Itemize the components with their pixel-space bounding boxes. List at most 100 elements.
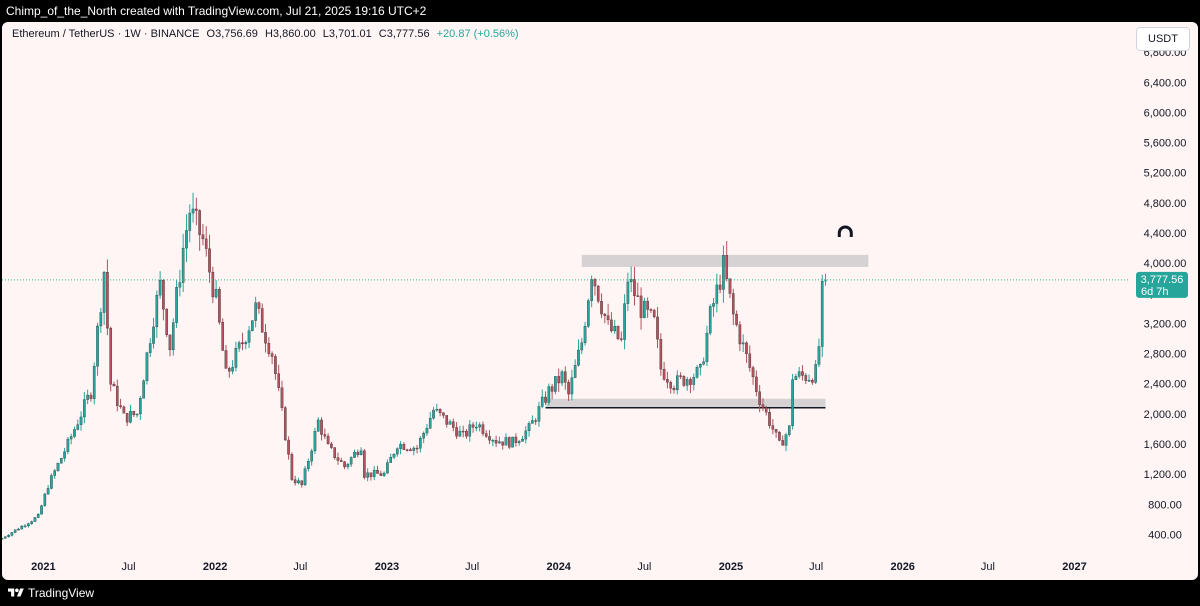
candle-body bbox=[494, 440, 498, 444]
candle-body bbox=[507, 437, 511, 448]
candle-body bbox=[451, 421, 455, 428]
candle-body bbox=[656, 316, 659, 340]
candle-body bbox=[330, 443, 333, 448]
candle-body bbox=[168, 334, 172, 351]
candle-body bbox=[188, 212, 192, 231]
y-tick-label: 400.00 bbox=[1148, 529, 1182, 541]
candle-body bbox=[270, 353, 274, 357]
y-tick-label: 2,000.00 bbox=[1144, 409, 1187, 421]
candle-body bbox=[787, 425, 791, 435]
candle-body bbox=[366, 472, 369, 478]
x-tick-label: Jul bbox=[809, 561, 823, 573]
candle-body bbox=[442, 412, 445, 416]
currency-button[interactable]: USDT bbox=[1136, 27, 1190, 51]
candle-body bbox=[76, 424, 80, 430]
candle-body bbox=[629, 279, 633, 283]
attribution-bar: Chimp_of_the_North created with TradingV… bbox=[0, 0, 1200, 22]
price-chart[interactable]: 400.00 800.00 1,200.00 1,600.00 2,000.00 2,40… bbox=[2, 22, 1198, 580]
candle-body bbox=[297, 480, 300, 484]
candle-body bbox=[745, 342, 748, 354]
candle-body bbox=[491, 440, 495, 442]
x-tick-label: Jul bbox=[293, 561, 307, 573]
candle-body bbox=[534, 420, 537, 422]
legend-open: O3,756.69 bbox=[206, 28, 258, 40]
candle-body bbox=[99, 312, 103, 327]
y-tick-label: 2,400.00 bbox=[1144, 379, 1187, 391]
x-tick-label: 2026 bbox=[890, 561, 914, 573]
candle-body bbox=[316, 419, 320, 432]
candle-body bbox=[682, 376, 686, 386]
candle-body bbox=[17, 528, 20, 531]
candle-body bbox=[7, 535, 10, 537]
candle-body bbox=[221, 321, 225, 351]
candle-body bbox=[544, 396, 547, 403]
candle-body bbox=[461, 430, 465, 433]
candle-body bbox=[741, 342, 745, 345]
candle-body bbox=[119, 405, 122, 408]
candle-body bbox=[702, 361, 705, 365]
zone-box-0 bbox=[581, 254, 869, 267]
legend-change: +20.87 (+0.56%) bbox=[436, 28, 519, 40]
candle-body bbox=[435, 408, 439, 411]
candle-body bbox=[122, 406, 126, 414]
candle-body bbox=[784, 434, 788, 446]
candle-body bbox=[761, 404, 765, 408]
candle-body bbox=[290, 454, 294, 480]
candle-body bbox=[106, 272, 109, 329]
candle-body bbox=[521, 438, 524, 442]
candle-body bbox=[501, 441, 505, 446]
candle-body bbox=[125, 413, 129, 423]
candle-body bbox=[699, 364, 702, 368]
candle-body bbox=[339, 460, 343, 462]
candle-body bbox=[86, 394, 89, 400]
candle-body bbox=[13, 529, 17, 533]
candle-body bbox=[280, 387, 284, 408]
candle-body bbox=[204, 238, 208, 249]
candle-body bbox=[115, 385, 119, 406]
candle-body bbox=[386, 462, 389, 474]
candle-body bbox=[40, 505, 43, 515]
candle-body bbox=[69, 436, 73, 440]
y-tick-label: 1,600.00 bbox=[1144, 439, 1187, 451]
candle-body bbox=[448, 421, 452, 425]
candle-body bbox=[382, 472, 386, 476]
candle-body bbox=[139, 398, 142, 415]
candle-body bbox=[142, 380, 145, 399]
candle-body bbox=[336, 457, 340, 461]
candle-body bbox=[738, 324, 742, 345]
candle-body bbox=[791, 379, 794, 426]
candle-body bbox=[774, 429, 778, 433]
candle-body bbox=[705, 332, 709, 362]
candle-body bbox=[73, 429, 76, 437]
chart-panel[interactable]: 400.00 800.00 1,200.00 1,600.00 2,000.00 2,40… bbox=[2, 22, 1198, 580]
last-candle-body bbox=[824, 279, 827, 282]
candle-body bbox=[662, 368, 666, 380]
candle-body bbox=[185, 230, 188, 249]
x-tick-label: 2024 bbox=[546, 561, 571, 573]
x-tick-label: Jul bbox=[637, 561, 651, 573]
candle-body bbox=[363, 450, 366, 478]
candle-body bbox=[92, 366, 96, 399]
candle-body bbox=[152, 326, 155, 344]
y-tick-label: 5,200.00 bbox=[1144, 168, 1187, 180]
candle-body bbox=[728, 278, 732, 294]
candle-body bbox=[425, 428, 429, 434]
candle-body bbox=[455, 427, 458, 437]
candle-body bbox=[237, 342, 241, 349]
candle-body bbox=[349, 457, 353, 465]
candle-body bbox=[540, 396, 544, 407]
x-tick-label: 2021 bbox=[31, 561, 55, 573]
footer-bar: TradingView bbox=[0, 580, 1200, 606]
ohlc-legend: Ethereum / TetherUS · 1W · BINANCE O3,75… bbox=[12, 28, 519, 40]
candle-body bbox=[310, 450, 313, 462]
candle-body bbox=[804, 375, 808, 381]
candle-body bbox=[30, 521, 33, 524]
candle-body bbox=[817, 346, 821, 365]
candle-body bbox=[109, 327, 113, 385]
candle-body bbox=[567, 382, 570, 395]
candle-body bbox=[376, 469, 379, 474]
x-tick-label: Jul bbox=[122, 561, 136, 573]
candle-body bbox=[550, 386, 554, 392]
candle-body bbox=[43, 493, 47, 506]
candle-body bbox=[695, 367, 699, 378]
